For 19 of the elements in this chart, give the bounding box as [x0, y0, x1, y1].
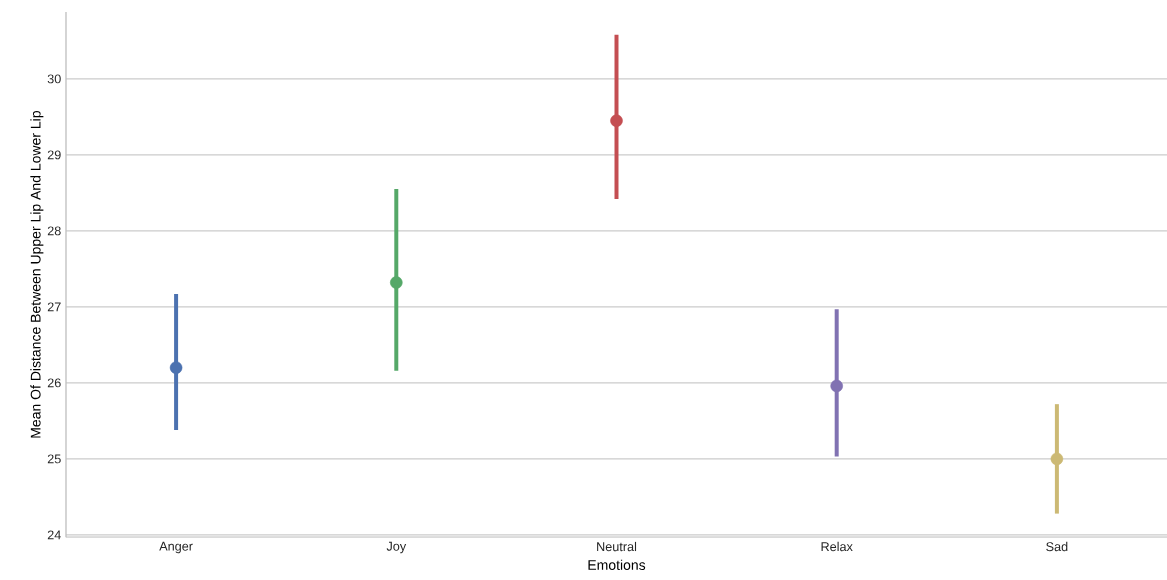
point — [1050, 452, 1064, 465]
x-tick-label: Neutral — [597, 541, 637, 551]
point — [390, 276, 403, 289]
x-tick-label: Relax — [821, 541, 853, 551]
x-tick-label: Joy — [386, 541, 407, 553]
y-tick-label: 25 — [47, 454, 61, 464]
y-tick-label: 29 — [47, 150, 61, 160]
y-tick-label: 24 — [47, 530, 61, 540]
y-tick-label: 27 — [47, 302, 61, 312]
y-axis-title: Mean Of Distance Between Upper Lip And Lower Lip — [30, 110, 44, 438]
y-tick-label: 30 — [47, 74, 61, 84]
y-tick-label: 26 — [47, 378, 61, 388]
x-tick-label: Sad — [1046, 541, 1068, 551]
x-axis-title: Emotions — [588, 559, 646, 570]
point — [830, 379, 843, 392]
x-tick-label: Anger — [159, 541, 193, 553]
y-tick-label: 28 — [47, 226, 61, 236]
point — [610, 114, 623, 127]
point — [169, 361, 183, 374]
